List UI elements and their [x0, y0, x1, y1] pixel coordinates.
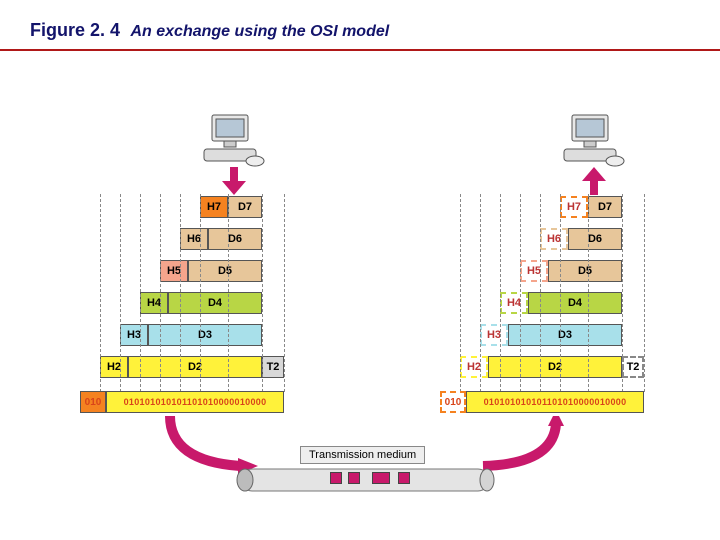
- layer-2-row: H2D2T2: [80, 356, 380, 384]
- guideline: [120, 194, 121, 392]
- guideline: [644, 194, 645, 392]
- layer-4-data: D4: [528, 292, 622, 314]
- signal-pulse: [372, 472, 390, 484]
- guideline: [100, 194, 101, 392]
- layer-4-data: D4: [168, 292, 262, 314]
- layer-2-data: D2: [488, 356, 622, 378]
- transmission-medium-label: Transmission medium: [300, 446, 425, 464]
- layer-7-row: H7D7: [440, 196, 720, 224]
- layer-2-trailer: T2: [262, 356, 284, 378]
- signal-pulse: [330, 472, 342, 484]
- layer-7-data: D7: [228, 196, 262, 218]
- guideline: [500, 194, 501, 392]
- layer-5-header: H5: [160, 260, 188, 282]
- guideline: [140, 194, 141, 392]
- signal-pulse: [348, 472, 360, 484]
- layer-4-row: H4D4: [80, 292, 380, 320]
- layer-3-row: H3D3: [80, 324, 380, 352]
- bits-header: 010: [80, 391, 106, 413]
- layer-2-trailer: T2: [622, 356, 644, 378]
- layer-5-row: H5D5: [440, 260, 720, 288]
- sender-layer-stack: H7D7 H6D6 H5D5 H4D4 H3D3 H2D2T2: [80, 196, 380, 388]
- bits-data: 010101010101101010000010000: [106, 391, 284, 413]
- layer-6-data: D6: [568, 228, 622, 250]
- layer-6-data: D6: [208, 228, 262, 250]
- layer-3-header: H3: [480, 324, 508, 346]
- layer-6-row: H6D6: [440, 228, 720, 256]
- receiver-computer-icon: [558, 113, 628, 174]
- layer-6-header: H6: [180, 228, 208, 250]
- receiver-layer-stack: H7D7 H6D6 H5D5 H4D4 H3D3 H2D2T2: [440, 196, 720, 388]
- layer-5-row: H5D5: [80, 260, 380, 288]
- layer-7-data: D7: [588, 196, 622, 218]
- layer-7-row: H7D7: [80, 196, 380, 224]
- layer-2-row: H2D2T2: [440, 356, 720, 384]
- guideline: [284, 194, 285, 392]
- figure-number: Figure 2. 4: [30, 20, 120, 40]
- layer-5-header: H5: [520, 260, 548, 282]
- guideline: [262, 194, 263, 392]
- transmission-medium-pipe-icon: [235, 466, 495, 501]
- guideline: [540, 194, 541, 392]
- bits-data: 010101010101101010000010000: [466, 391, 644, 413]
- layer-7-header: H7: [560, 196, 588, 218]
- layer-2-data: D2: [128, 356, 262, 378]
- guideline: [460, 194, 461, 392]
- guideline: [228, 194, 229, 392]
- signal-pulse: [398, 472, 410, 484]
- layer-6-header: H6: [540, 228, 568, 250]
- layer-3-data: D3: [148, 324, 262, 346]
- layer-2-header: H2: [100, 356, 128, 378]
- bits-header: 010: [440, 391, 466, 413]
- guideline: [588, 194, 589, 392]
- layer-3-data: D3: [508, 324, 622, 346]
- layer-3-header: H3: [120, 324, 148, 346]
- sender-computer-icon: [198, 113, 268, 174]
- layer-4-row: H4D4: [440, 292, 720, 320]
- layer-4-header: H4: [500, 292, 528, 314]
- layer-7-header: H7: [200, 196, 228, 218]
- layer-2-header: H2: [460, 356, 488, 378]
- figure-title: An exchange using the OSI model: [130, 23, 389, 40]
- guideline: [200, 194, 201, 392]
- guideline: [560, 194, 561, 392]
- layer-6-row: H6D6: [80, 228, 380, 256]
- osi-exchange-diagram: H7D7H6D6H5D5H4D4H3D3H2D2T2 H7D7H6D6H5D5H…: [0, 51, 720, 531]
- guideline: [160, 194, 161, 392]
- layer-4-header: H4: [140, 292, 168, 314]
- guideline: [520, 194, 521, 392]
- guideline: [622, 194, 623, 392]
- layer-3-row: H3D3: [440, 324, 720, 352]
- guideline: [480, 194, 481, 392]
- guideline: [180, 194, 181, 392]
- figure-title-bar: Figure 2. 4 An exchange using the OSI mo…: [0, 0, 720, 51]
